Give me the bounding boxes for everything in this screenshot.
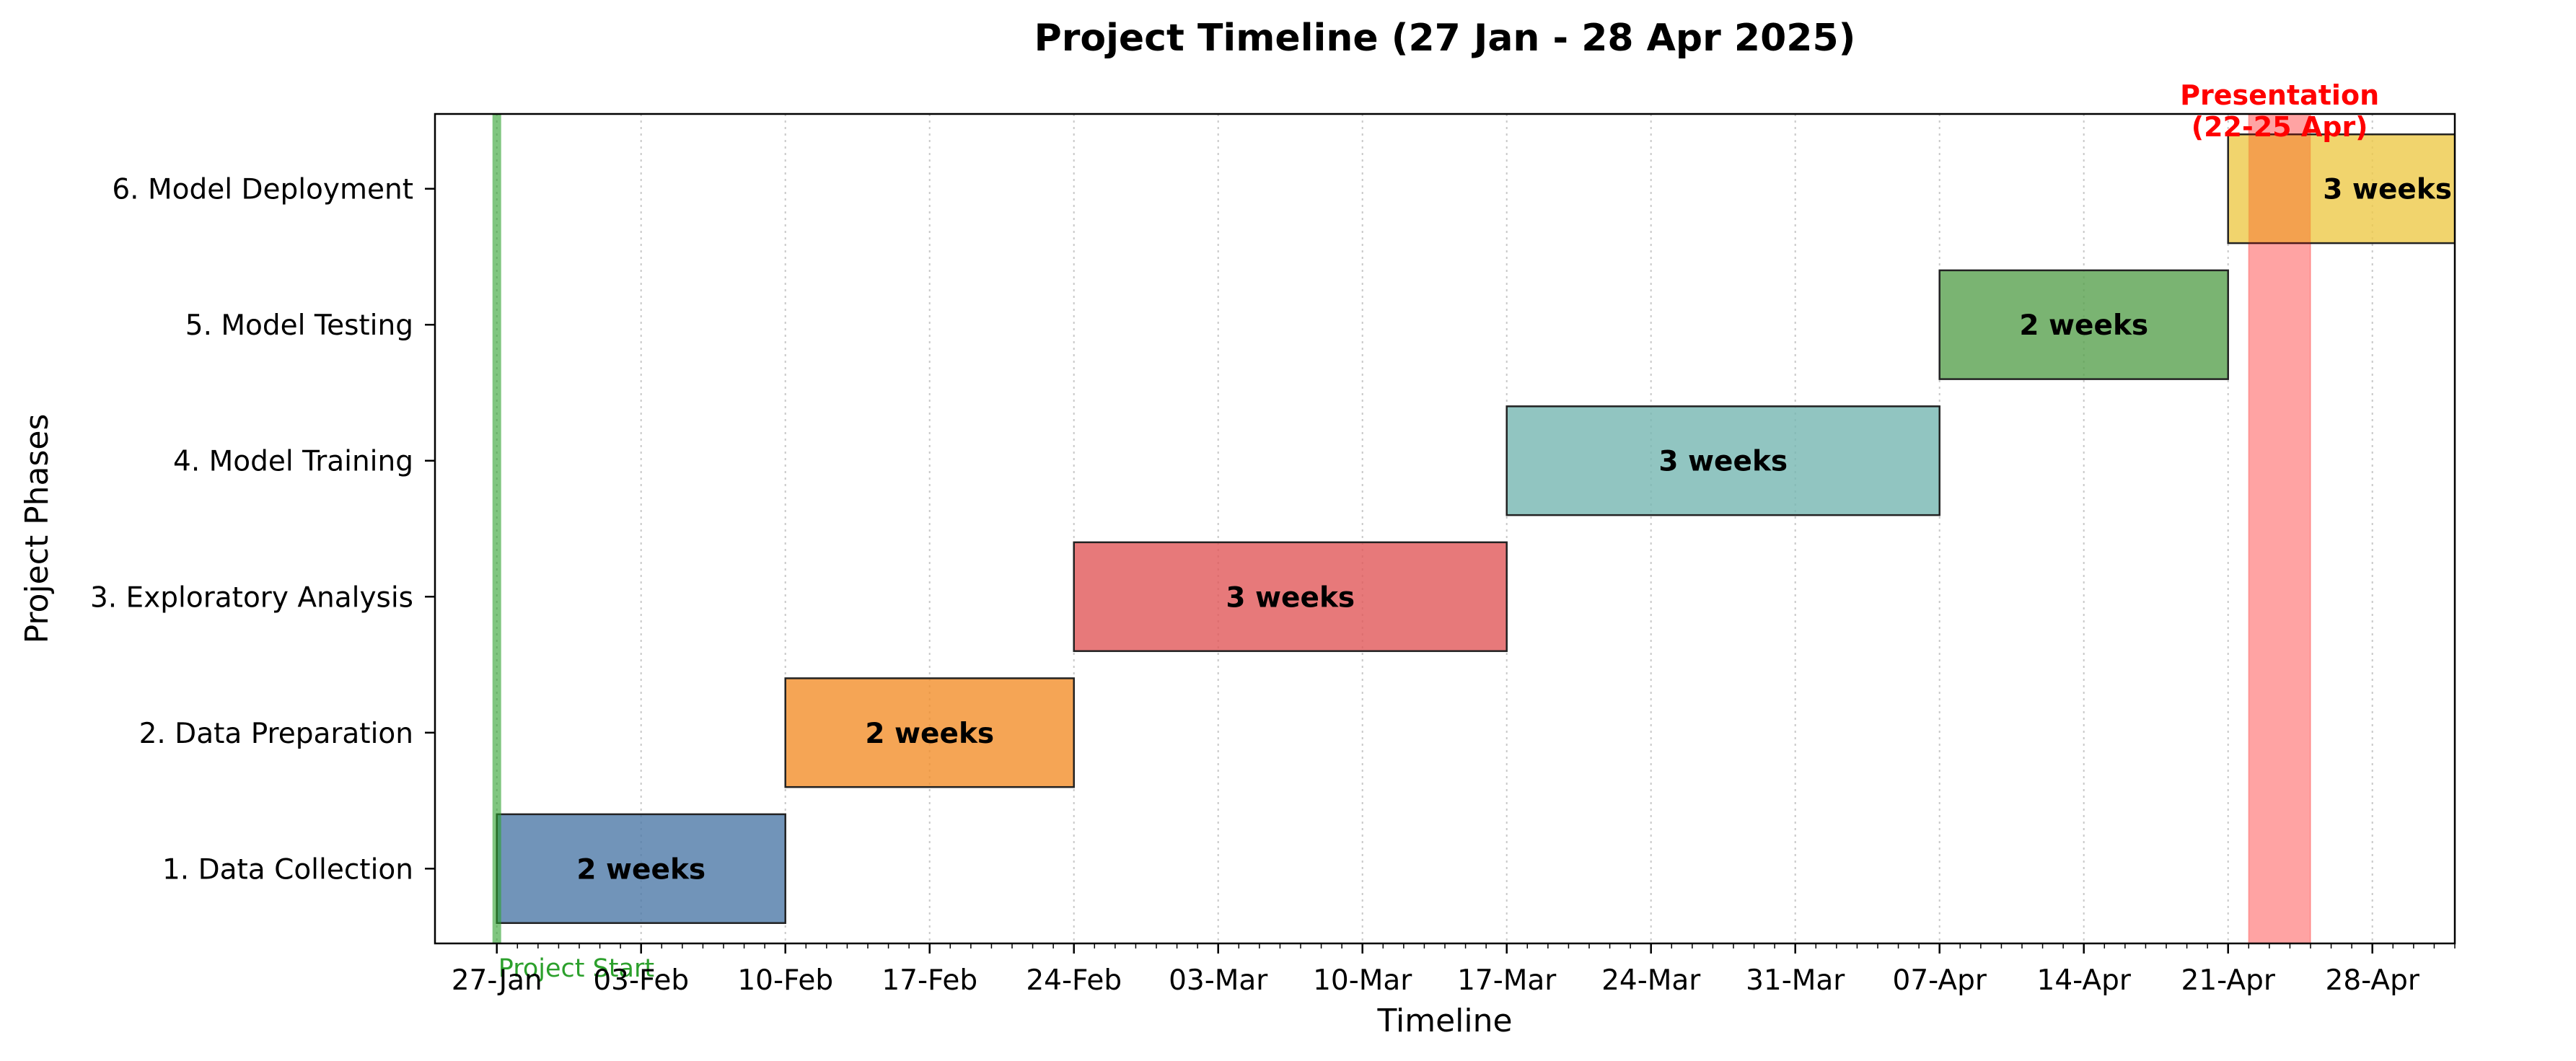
x-tick-label: 21-Apr xyxy=(2181,964,2276,997)
phase-bar xyxy=(1505,405,1940,516)
project-start-label: Project Start xyxy=(498,954,654,983)
phase-duration-label: 3 weeks xyxy=(1658,446,1788,478)
x-tick-label: 28-Apr xyxy=(2326,964,2420,997)
grid-lines xyxy=(496,114,2373,943)
phase-bar xyxy=(1938,269,2229,380)
phase-duration-label: 2 weeks xyxy=(865,718,994,750)
x-tick-label: 17-Feb xyxy=(882,964,977,997)
axes: 27-Jan 03-Feb 10-Feb 17-Feb 24-Feb 03-Mar 10-M… xyxy=(90,79,2456,997)
x-tick-label: 10-Mar xyxy=(1313,964,1412,997)
x-tick-label: 27-Jan xyxy=(452,964,542,997)
x-axis-label: Timeline xyxy=(1376,1003,1512,1039)
presentation-band-overlay xyxy=(2248,114,2311,943)
phase-duration-label: 3 weeks xyxy=(1226,581,1355,614)
x-tick-label: 07-Apr xyxy=(1893,964,1987,997)
x-tick-label: 31-Mar xyxy=(1746,964,1845,997)
highlight-layer xyxy=(2248,114,2311,943)
phase-duration-label: 3 weeks xyxy=(2323,174,2452,206)
x-tick-label: 17-Mar xyxy=(1457,964,1557,997)
x-tick-label: 03-Feb xyxy=(593,964,689,997)
y-tick-label: 5. Model Testing xyxy=(185,309,413,342)
phase-bar xyxy=(2227,133,2455,245)
x-tick-label: 14-Apr xyxy=(2037,964,2132,997)
y-tick-label: 4. Model Training xyxy=(173,446,413,478)
phase-duration-label: 2 weeks xyxy=(2019,309,2148,342)
bars-layer: 2 weeks 2 weeks 3 weeks 3 weeks 2 weeks 3 wee… xyxy=(496,133,2455,924)
overlay-layer xyxy=(2248,114,2311,943)
phase-bar xyxy=(496,813,786,924)
y-tick-label: 6. Model Deployment xyxy=(112,174,413,206)
chart-title: Project Timeline (27 Jan - 28 Apr 2025) xyxy=(1034,17,1856,60)
presentation-label: Presentation xyxy=(2180,79,2379,111)
presentation-band xyxy=(2248,114,2311,943)
x-tick-label: 24-Feb xyxy=(1026,964,1122,997)
phase-bar xyxy=(1073,541,1508,652)
x-tick-label: 03-Mar xyxy=(1169,964,1268,997)
presentation-date-label: (22-25 Apr) xyxy=(2192,111,2368,143)
y-tick-label: 2. Data Preparation xyxy=(139,718,413,750)
x-tick-label: 24-Mar xyxy=(1601,964,1701,997)
marker-layer: Project Start xyxy=(492,114,654,983)
y-tick-label: 3. Exploratory Analysis xyxy=(90,581,413,614)
phase-bar xyxy=(784,677,1075,788)
phase-duration-label: 2 weeks xyxy=(576,853,705,886)
y-tick-label: 1. Data Collection xyxy=(162,853,413,886)
y-axis-label: Project Phases xyxy=(19,414,56,644)
x-tick-label: 10-Feb xyxy=(737,964,833,997)
